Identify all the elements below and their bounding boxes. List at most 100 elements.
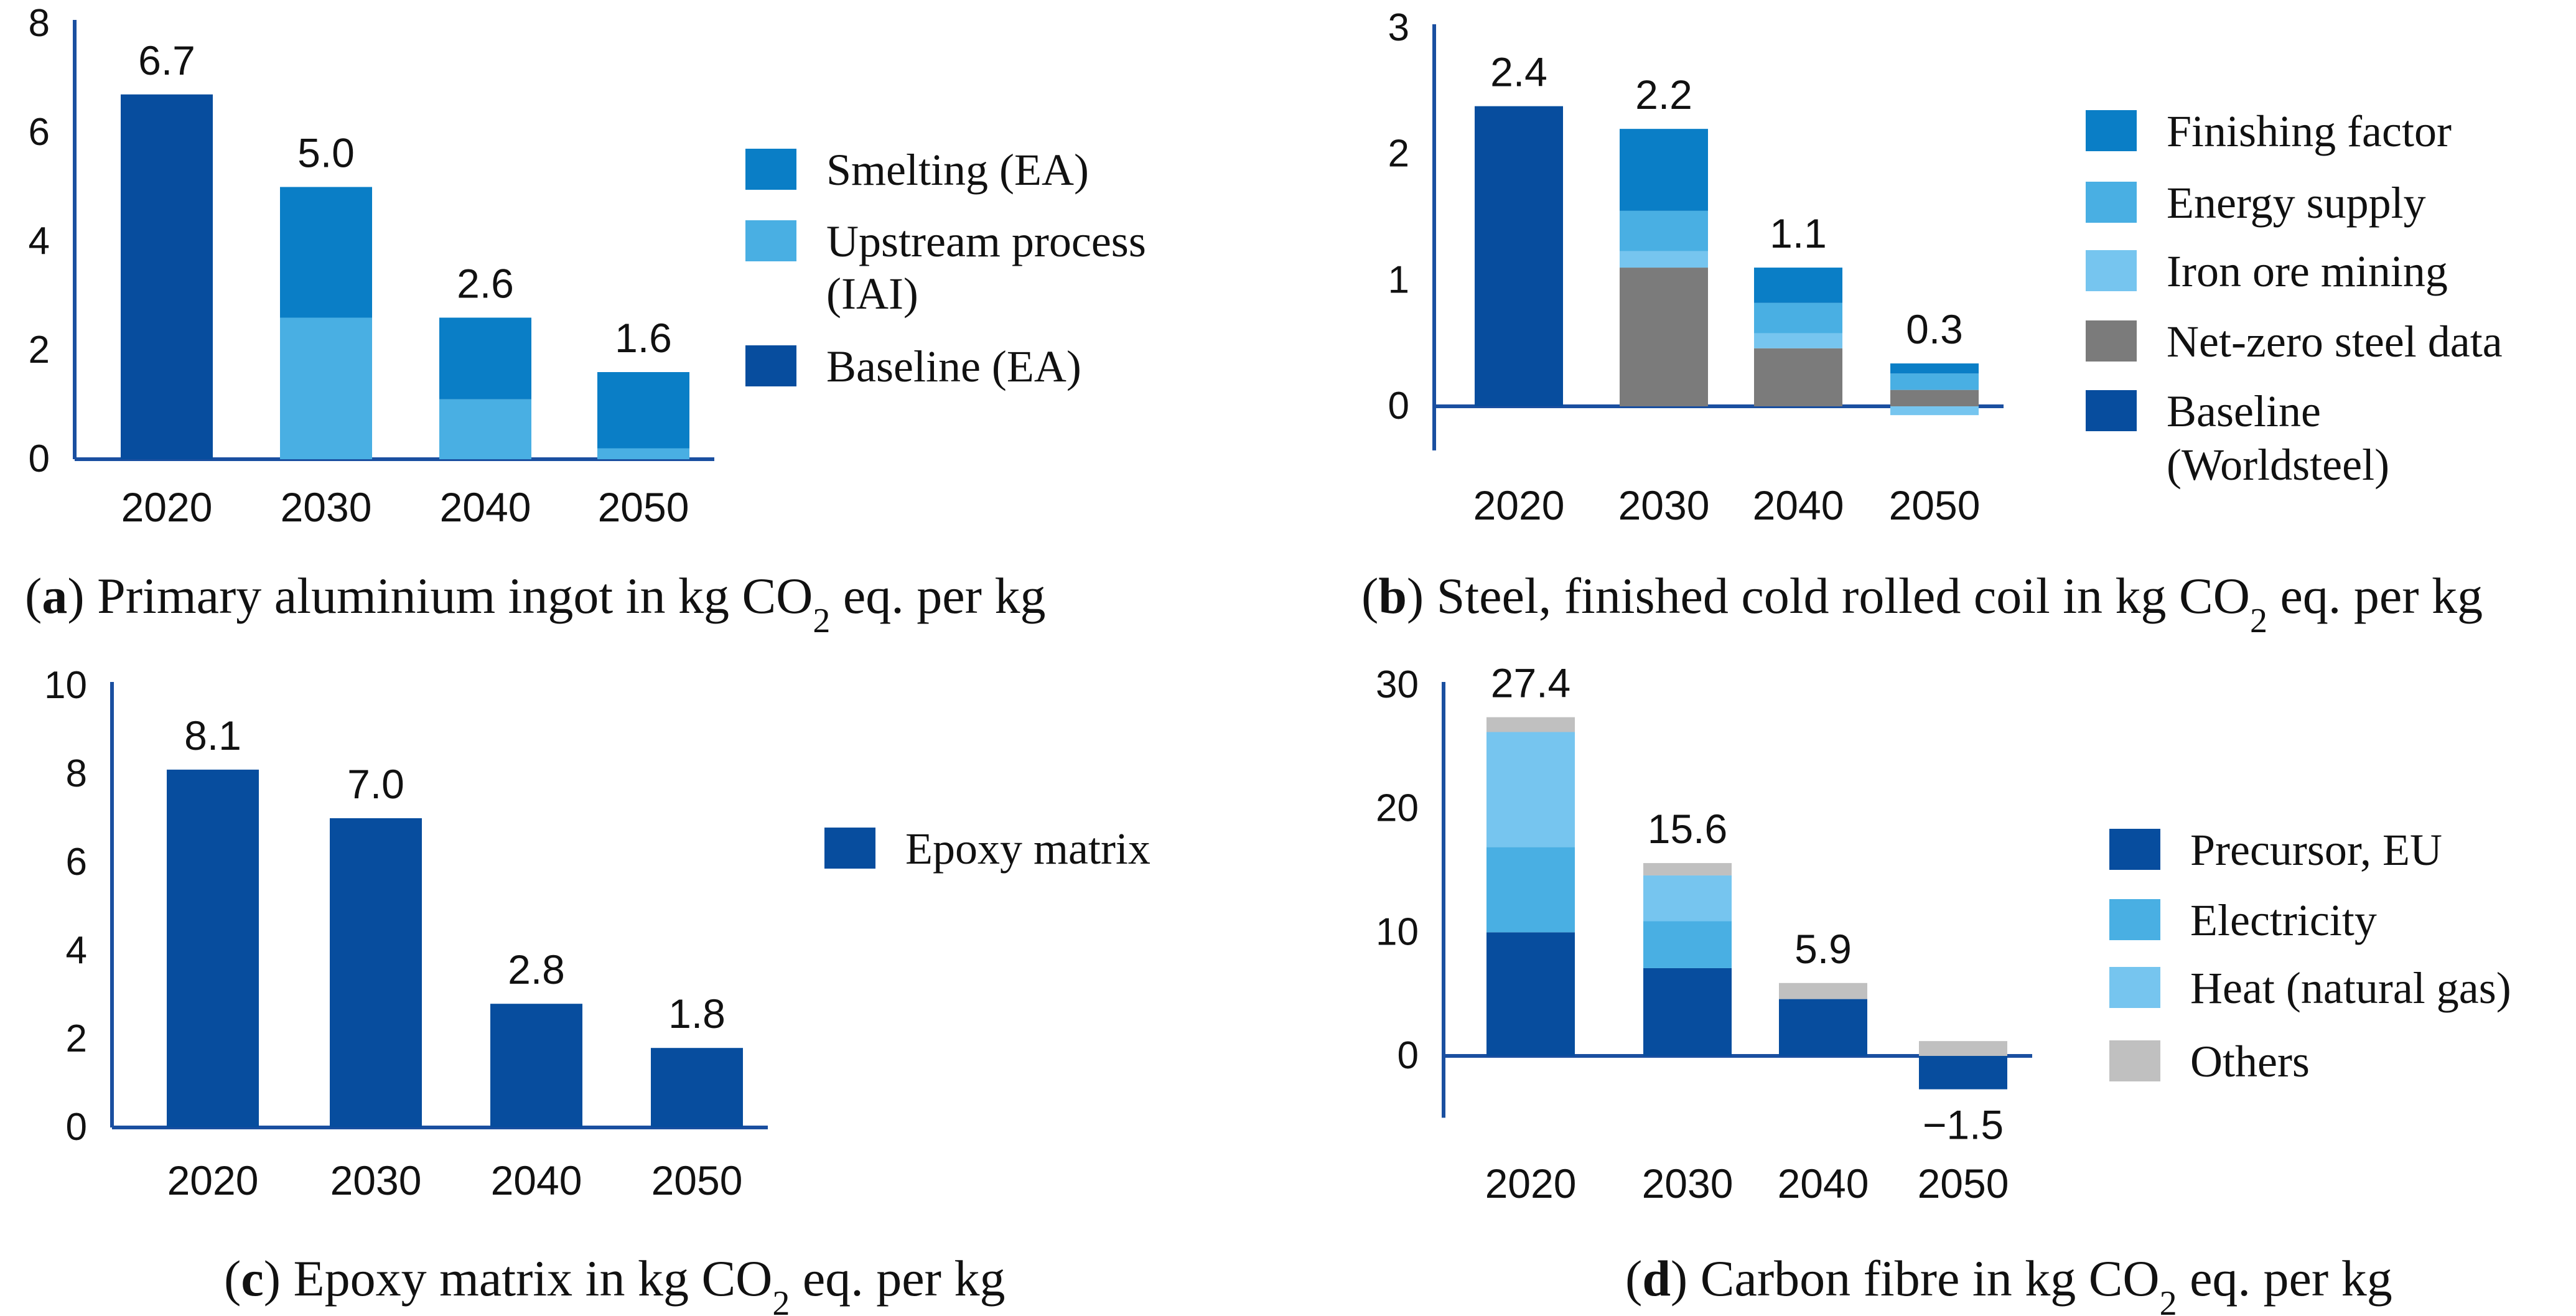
bar-segment — [1754, 302, 1842, 334]
data-label: 27.4 — [1491, 660, 1570, 706]
y-tick-label: 2 — [1388, 133, 1409, 175]
x-tick-label: 2020 — [1473, 482, 1565, 528]
panel-c-chart: 0 2 4 6 8 10 8.1 2020 7.0 2030 2.8 2040 1.8 2050 Epoxy… — [44, 664, 1150, 1316]
caption-text: Primary aluminium ingot in kg CO — [85, 567, 813, 624]
panel-caption: (a) Primary aluminium ingot in kg CO2 eq… — [25, 567, 1045, 640]
bar-segment — [1754, 333, 1842, 348]
caption-suffix: eq. per kg — [790, 1250, 1005, 1307]
bar-segment — [121, 94, 213, 459]
y-tick-label: 0 — [1398, 1034, 1419, 1077]
y-tick-label: 6 — [66, 841, 87, 884]
legend-label: (Worldsteel) — [2167, 440, 2389, 490]
bar-segment — [1754, 268, 1842, 303]
bar-segment — [651, 1048, 743, 1127]
y-tick-label: 2 — [29, 329, 50, 371]
data-label: 7.0 — [347, 761, 404, 807]
bar-segment — [597, 448, 689, 459]
x-tick-label: 2050 — [651, 1157, 743, 1203]
bar-segment — [330, 818, 422, 1127]
x-tick-label: 2050 — [1889, 482, 1981, 528]
caption-subscript: 2 — [2160, 1284, 2177, 1316]
legend-swatch — [2086, 320, 2137, 362]
x-tick-label: 2030 — [281, 484, 372, 530]
legend-label: Heat (natural gas) — [2190, 963, 2511, 1013]
caption-open-paren: ( — [224, 1250, 241, 1307]
data-label: −1.5 — [1923, 1102, 2004, 1148]
bar-segment — [1643, 875, 1732, 922]
data-label: 2.2 — [1635, 72, 1692, 118]
y-tick-label: 0 — [29, 437, 50, 480]
legend-swatch — [2086, 110, 2137, 151]
legend-label: (IAI) — [826, 269, 918, 319]
y-tick-label: 6 — [29, 111, 50, 154]
y-tick-label: 2 — [66, 1017, 87, 1060]
bar-segment — [490, 1004, 582, 1127]
caption-subscript: 2 — [772, 1284, 790, 1316]
y-tick-label: 10 — [44, 664, 87, 707]
x-tick-label: 2040 — [491, 1157, 582, 1203]
legend-swatch — [745, 220, 796, 261]
x-tick-label: 2030 — [330, 1157, 422, 1203]
bar-segment — [1643, 921, 1732, 968]
bar-segment — [1779, 999, 1867, 1056]
caption-letter: b — [1378, 567, 1407, 624]
bar-segment — [167, 769, 259, 1127]
panel-caption: (b) Steel, finished cold rolled coil in … — [1361, 567, 2483, 640]
legend-swatch — [2086, 390, 2137, 431]
panel-b-chart: 0 1 2 3 2.4 2020 2.2 2030 1.1 2040 0.3 2050 Finishin… — [1361, 6, 2503, 640]
panel-caption: (d) Carbon fibre in kg CO2 eq. per kg — [1625, 1250, 2392, 1316]
bar-segment — [1475, 106, 1563, 407]
legend-label: Electricity — [2190, 895, 2377, 945]
bar-segment — [1620, 268, 1708, 406]
data-label: 15.6 — [1648, 806, 1727, 852]
legend-label: Iron ore mining — [2167, 246, 2448, 296]
caption-subscript: 2 — [2250, 602, 2267, 640]
x-tick-label: 2020 — [1485, 1160, 1577, 1206]
bar-segment — [1890, 406, 1979, 416]
legend-swatch — [2109, 829, 2160, 870]
legend-label: Baseline — [2167, 386, 2321, 436]
bar-segment — [1919, 1056, 2007, 1090]
y-tick-label: 8 — [29, 2, 50, 45]
legend-swatch — [745, 149, 796, 190]
bar-segment — [1486, 717, 1575, 732]
data-label: 8.1 — [184, 712, 241, 758]
x-tick-label: 2030 — [1642, 1160, 1734, 1206]
data-label: 1.1 — [1770, 210, 1827, 256]
y-tick-label: 0 — [66, 1106, 87, 1149]
bar-segment — [1620, 129, 1708, 211]
caption-suffix: eq. per kg — [830, 567, 1045, 624]
x-tick-label: 2050 — [598, 484, 689, 530]
caption-suffix: eq. per kg — [2267, 567, 2483, 624]
bar-segment — [1643, 968, 1732, 1056]
legend-swatch — [824, 828, 875, 869]
x-tick-label: 2020 — [121, 484, 213, 530]
legend-swatch — [2086, 182, 2137, 223]
x-tick-label: 2050 — [1918, 1160, 2009, 1206]
legend-swatch — [2086, 250, 2137, 291]
x-tick-label: 2040 — [1778, 1160, 1869, 1206]
caption-close-paren: ) — [264, 1250, 281, 1307]
caption-subscript: 2 — [813, 602, 830, 640]
panel-a-chart: 0 2 4 6 8 6.7 2020 5.0 2030 2.6 2040 1.6 2050 Smeltin… — [25, 2, 1146, 640]
bar-segment — [1643, 863, 1732, 875]
data-label: 2.8 — [508, 946, 565, 992]
legend-label: Smelting (EA) — [826, 145, 1089, 195]
legend-swatch — [2109, 1040, 2160, 1081]
legend-swatch — [2109, 967, 2160, 1008]
y-tick-label: 20 — [1376, 787, 1419, 830]
caption-letter: a — [42, 567, 67, 624]
legend-label: Energy supply — [2167, 178, 2426, 228]
legend-label: Baseline (EA) — [826, 342, 1081, 391]
bar-segment — [439, 317, 531, 399]
caption-close-paren: ) — [1671, 1250, 1687, 1307]
bar-segment — [439, 399, 531, 459]
bar-segment — [1890, 373, 1979, 390]
legend-swatch — [745, 345, 796, 386]
legend-label: Finishing factor — [2167, 106, 2452, 156]
caption-suffix: eq. per kg — [2177, 1250, 2392, 1307]
caption-text: Epoxy matrix in kg CO — [281, 1250, 772, 1307]
bar-segment — [1620, 210, 1708, 251]
panel-caption: (c) Epoxy matrix in kg CO2 eq. per kg — [224, 1250, 1005, 1316]
